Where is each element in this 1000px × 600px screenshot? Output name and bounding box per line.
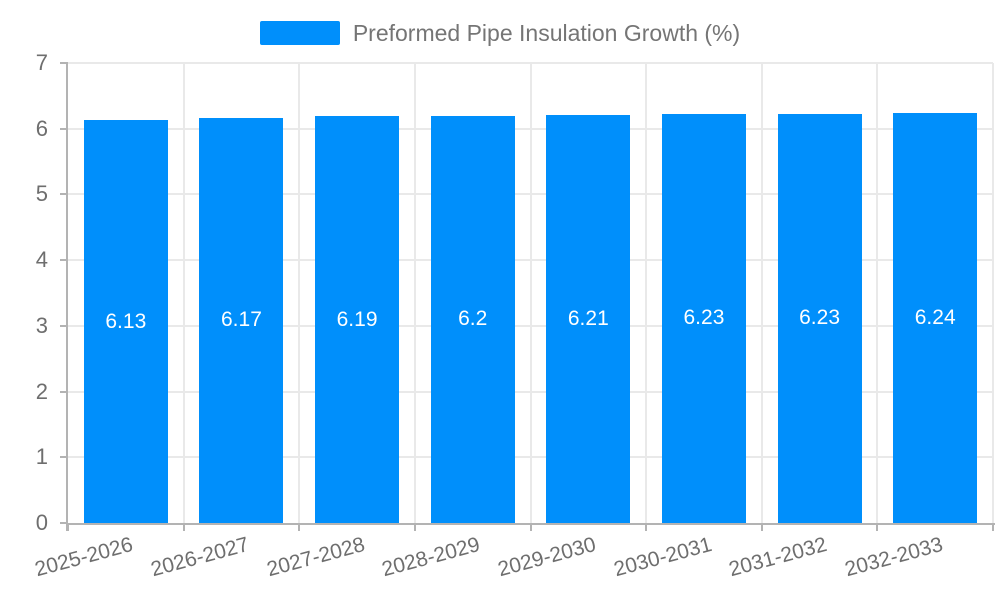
x-tick-label: 2032-2033: [842, 533, 946, 582]
legend-swatch-icon: [259, 21, 340, 45]
y-tick-label: 2: [35, 378, 48, 404]
bar[interactable]: [777, 113, 862, 523]
x-gridline: [760, 63, 763, 523]
x-tick-label: 2026-2027: [148, 533, 252, 582]
y-axis-tick: [60, 259, 68, 262]
bar[interactable]: [893, 112, 978, 523]
x-tick-label: 2027-2028: [264, 533, 368, 582]
x-axis-tick: [645, 523, 648, 531]
y-axis-tick: [60, 456, 68, 459]
x-gridline: [413, 63, 416, 523]
bar[interactable]: [199, 117, 284, 523]
x-axis-tick: [992, 523, 994, 531]
x-tick-label: 2031-2032: [726, 533, 830, 582]
y-tick-label: 6: [35, 115, 48, 141]
x-axis-tick: [413, 523, 416, 531]
x-axis-tick: [876, 523, 879, 531]
x-tick-label: 2030-2031: [610, 533, 714, 582]
x-gridline: [182, 63, 185, 523]
x-axis-line: [66, 523, 995, 525]
y-tick-label: 4: [35, 247, 48, 273]
y-axis-tick: [60, 324, 68, 327]
x-gridline: [298, 63, 301, 523]
legend[interactable]: Preformed Pipe Insulation Growth (%): [0, 19, 1000, 47]
x-tick-label: 2028-2029: [379, 533, 483, 582]
y-tick-label: 0: [35, 510, 48, 535]
x-axis-tick: [760, 523, 763, 531]
y-tick-label: 1: [35, 444, 48, 470]
x-axis-tick: [298, 523, 301, 531]
x-axis-tick: [67, 523, 69, 531]
y-tick-label: 3: [35, 312, 48, 338]
x-gridline: [992, 63, 994, 523]
y-tick-label: 7: [35, 50, 48, 75]
y-tick-label: 5: [35, 181, 48, 207]
y-axis-tick: [60, 193, 68, 196]
x-tick-label: 2029-2030: [495, 533, 599, 582]
bar[interactable]: [546, 114, 631, 523]
y-axis-tick: [60, 522, 68, 524]
y-axis-tick: [60, 127, 68, 130]
x-gridline: [529, 63, 532, 523]
bar[interactable]: [661, 113, 746, 523]
y-axis-tick: [60, 62, 68, 64]
x-axis-tick: [182, 523, 185, 531]
legend-label: Preformed Pipe Insulation Growth (%): [352, 20, 741, 46]
bar[interactable]: [83, 120, 168, 523]
x-axis-tick: [529, 523, 532, 531]
bar[interactable]: [315, 116, 400, 523]
bar[interactable]: [430, 115, 515, 523]
y-axis-line: [66, 63, 68, 531]
x-gridline: [645, 63, 648, 523]
x-gridline: [876, 63, 879, 523]
y-axis-tick: [60, 390, 68, 393]
x-tick-label: 2025-2026: [32, 533, 136, 582]
